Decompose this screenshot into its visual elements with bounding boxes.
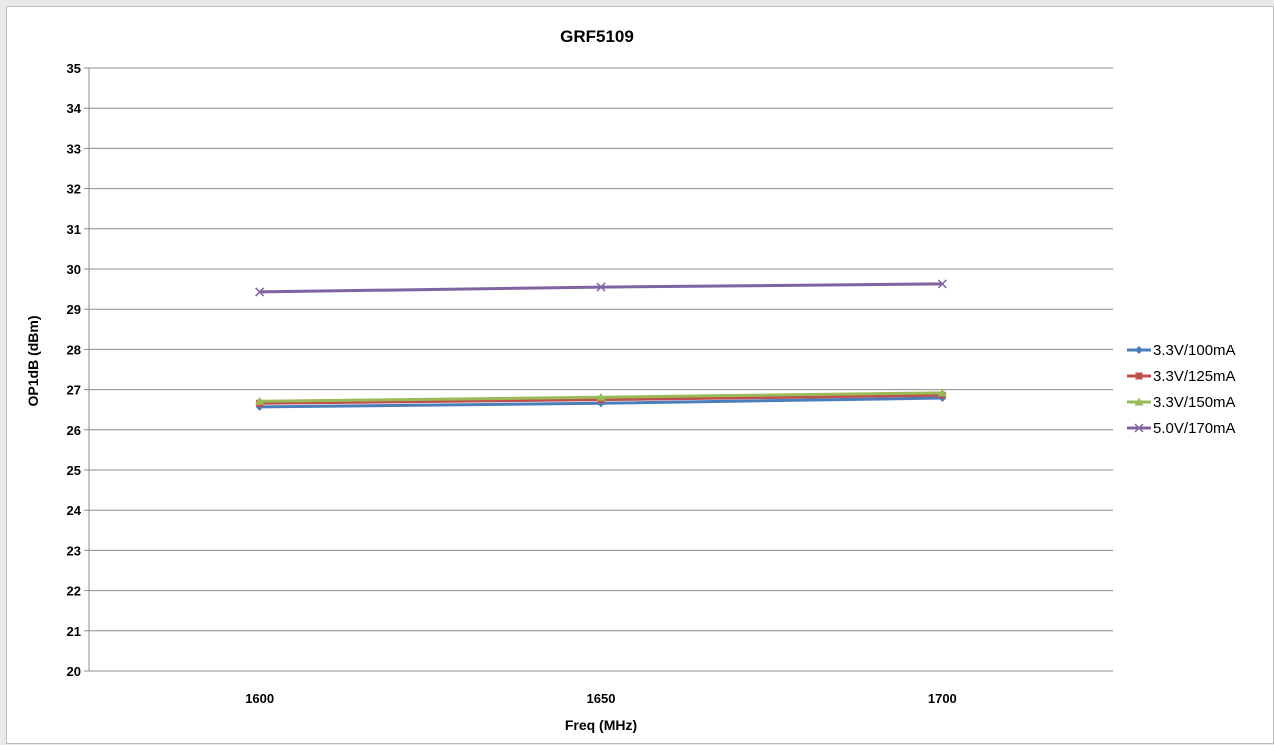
data-point (937, 279, 947, 289)
gridlines (88, 67, 1113, 672)
y-tick-label: 29 (67, 302, 81, 317)
series (255, 388, 947, 405)
legend-entry: 5.0V/170mA (1127, 420, 1236, 437)
y-tick-label: 22 (67, 584, 81, 599)
y-tick-label: 33 (67, 141, 81, 156)
y-tick-label: 34 (67, 101, 82, 116)
legend-marker (1135, 372, 1143, 380)
legend-entry: 3.3V/150mA (1127, 394, 1236, 411)
legend-entry: 3.3V/125mA (1127, 368, 1236, 385)
legend-marker (1134, 397, 1144, 406)
chart-frame: GRF5109 20 21 22 23 24 25 26 27 28 29 30 31 32 33 34 35… (6, 6, 1274, 744)
x-tick-label: 1600 (245, 691, 274, 706)
y-tick-label: 21 (67, 624, 81, 639)
series (255, 279, 947, 297)
x-tick-label: 1650 (587, 691, 616, 706)
data-point (596, 392, 606, 401)
y-axis-label: OP1dB (dBm) (25, 316, 41, 407)
chart: GRF5109 20 21 22 23 24 25 26 27 28 29 30 31 32 33 34 35… (25, 27, 1236, 733)
legend: 3.3V/100mA 3.3V/125mA 3.3V/150mA 5.0V/170mA (1127, 342, 1236, 437)
y-tick-label: 20 (67, 664, 81, 679)
y-tick-label: 26 (67, 423, 81, 438)
y-axis-ticks: 20 21 22 23 24 25 26 27 28 29 30 31 32 33 34 35 (67, 61, 89, 679)
data-point (255, 287, 265, 297)
chart-title: GRF5109 (560, 27, 634, 46)
x-axis-label: Freq (MHz) (565, 717, 637, 733)
y-tick-label: 35 (67, 61, 81, 76)
y-tick-label: 31 (67, 222, 81, 237)
y-tick-label: 32 (67, 182, 81, 197)
y-tick-label: 30 (67, 262, 81, 277)
x-axis-ticks: 1600 1650 1700 (245, 691, 957, 706)
data-point (596, 282, 606, 292)
y-tick-label: 27 (67, 383, 81, 398)
y-tick-label: 28 (67, 342, 81, 357)
y-tick-label: 24 (67, 503, 82, 518)
legend-label: 3.3V/150mA (1153, 394, 1236, 411)
data-point (255, 396, 265, 405)
legend-label: 3.3V/125mA (1153, 368, 1236, 385)
y-tick-label: 23 (67, 543, 81, 558)
x-tick-label: 1700 (928, 691, 957, 706)
y-tick-label: 25 (67, 463, 81, 478)
legend-label: 5.0V/170mA (1153, 420, 1236, 437)
legend-marker (1135, 346, 1143, 354)
data-point (937, 388, 947, 397)
series-layer (255, 279, 947, 411)
legend-entry: 3.3V/100mA (1127, 342, 1236, 359)
legend-label: 3.3V/100mA (1153, 342, 1236, 359)
legend-marker (1134, 423, 1144, 433)
